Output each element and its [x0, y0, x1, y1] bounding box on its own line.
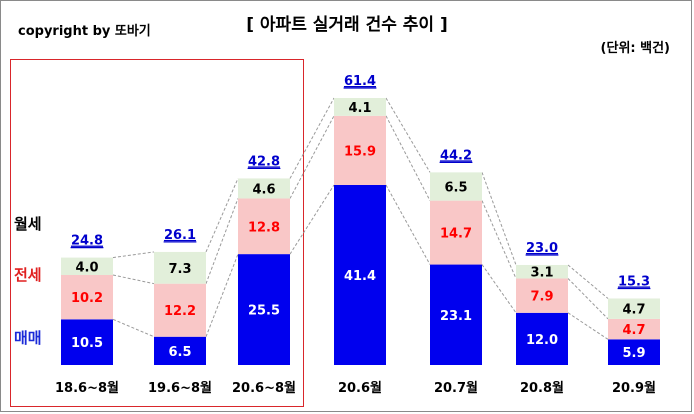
category-label: 20.8월	[520, 380, 564, 396]
bar-jeonse	[238, 198, 290, 255]
data-label-sale: 41.4	[344, 269, 376, 284]
series-label-monthly-rent: 월세	[14, 215, 42, 233]
category-label: 20.6~8월	[232, 380, 296, 396]
connector-line	[112, 318, 155, 338]
bar-monthly-rent	[238, 178, 290, 199]
bar-sale	[334, 184, 386, 365]
connector-line	[289, 115, 335, 199]
data-label-total: 26.1	[164, 228, 196, 243]
bar-jeonse	[430, 200, 482, 265]
bar-sale	[516, 312, 568, 365]
data-label-jeonse: 12.2	[164, 304, 196, 319]
data-label-sale: 6.5	[168, 345, 191, 360]
connector-line	[289, 184, 335, 255]
bar-monthly-rent	[516, 264, 568, 279]
connector-line	[567, 312, 609, 340]
bar-jeonse	[608, 318, 660, 340]
bar-sale	[154, 336, 206, 365]
data-label-total: 23.0	[526, 241, 558, 256]
data-label-sale: 25.5	[248, 304, 280, 319]
bar-monthly-rent	[154, 251, 206, 284]
data-label-jeonse: 12.8	[248, 220, 280, 235]
data-label-jeonse: 15.9	[344, 144, 376, 159]
category-label: 20.6월	[338, 380, 382, 396]
copyright-text: copyright by 또바기	[18, 24, 151, 39]
bar-monthly-rent	[61, 257, 113, 275]
connector-line	[385, 115, 431, 201]
connector-line	[385, 184, 431, 265]
connector-line	[481, 200, 517, 279]
connector-line	[567, 278, 609, 320]
data-label-monthly-rent: 3.1	[530, 266, 553, 281]
data-label-jeonse: 7.9	[530, 290, 553, 305]
category-label: 20.7월	[434, 380, 478, 396]
data-label-total: 42.8	[248, 154, 280, 169]
bar-sale	[238, 254, 290, 365]
data-label-total: 15.3	[618, 274, 650, 289]
bar-jeonse	[154, 283, 206, 337]
data-label-monthly-rent: 4.7	[622, 303, 645, 318]
data-label-total: 24.8	[71, 234, 103, 249]
connector-lines	[112, 97, 609, 340]
connector-line	[567, 264, 609, 299]
connector-line	[112, 251, 155, 259]
unit-label: (단위: 백건)	[600, 41, 670, 56]
connector-line	[481, 172, 517, 266]
data-label-sale: 12.0	[526, 333, 558, 348]
bar-sale	[430, 264, 482, 365]
bar-jeonse	[61, 274, 113, 320]
category-label: 20.9월	[612, 380, 656, 396]
data-label-monthly-rent: 6.5	[444, 180, 467, 195]
bar-sale	[608, 339, 660, 365]
data-label-monthly-rent: 7.3	[168, 262, 191, 277]
data-label-total: 44.2	[440, 148, 472, 163]
connector-line	[385, 97, 431, 173]
bar-monthly-rent	[608, 298, 660, 319]
bar-monthly-rent	[430, 172, 482, 201]
data-label-monthly-rent: 4.0	[75, 260, 98, 275]
category-label: 19.6~8월	[148, 380, 212, 396]
data-label-jeonse: 4.7	[622, 323, 645, 338]
bar-monthly-rent	[334, 98, 386, 116]
data-label-sale: 23.1	[440, 309, 472, 324]
connector-line	[205, 198, 239, 284]
data-label-total: 61.4	[344, 74, 376, 89]
category-label: 18.6~8월	[55, 380, 119, 396]
data-label-jeonse: 10.2	[71, 291, 103, 306]
chart-title: [ 아파트 실거래 건수 추이 ]	[246, 15, 448, 35]
data-label-sale: 5.9	[622, 346, 645, 361]
bar-jeonse	[334, 115, 386, 185]
data-label-jeonse: 14.7	[440, 227, 472, 242]
data-label-sale: 10.5	[71, 336, 103, 351]
data-label-monthly-rent: 4.1	[348, 101, 371, 116]
connector-line	[481, 264, 517, 314]
connector-line	[112, 274, 155, 285]
bar-jeonse	[516, 278, 568, 313]
bar-sale	[61, 319, 113, 365]
connector-line	[205, 178, 239, 253]
data-label-monthly-rent: 4.6	[252, 182, 275, 197]
series-label-sale: 매매	[14, 329, 42, 347]
connector-line	[289, 97, 335, 179]
connector-line	[205, 253, 239, 337]
series-label-jeonse: 전세	[14, 266, 42, 284]
